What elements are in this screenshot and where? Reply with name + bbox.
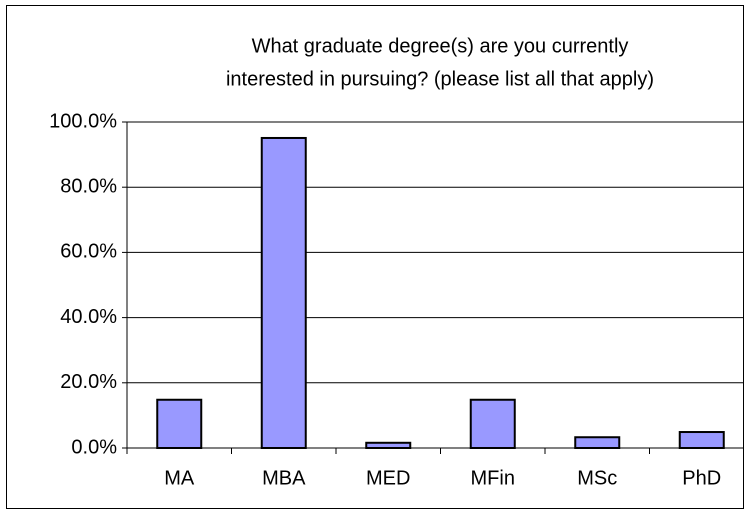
y-tick-label: 20.0%: [60, 371, 117, 393]
x-tick-label: MED: [366, 467, 410, 489]
chart-frame: [6, 5, 744, 509]
bar: [365, 441, 412, 449]
x-tick-label: MFin: [471, 467, 515, 489]
x-tick-label: MA: [164, 467, 195, 489]
y-tick-label: 60.0%: [60, 241, 117, 263]
bar: [574, 436, 621, 450]
bar: [678, 431, 725, 450]
x-tick-label: MBA: [262, 467, 306, 489]
y-tick-label: 100.0%: [49, 110, 117, 132]
bar: [469, 398, 516, 450]
x-tick-label: MSc: [577, 467, 617, 489]
y-tick-label: 80.0%: [60, 175, 117, 197]
y-tick-label: 0.0%: [71, 436, 117, 458]
bar: [260, 136, 307, 449]
bar: [156, 398, 203, 450]
y-tick-label: 40.0%: [60, 306, 117, 328]
chart-title: interested in pursuing? (please list all…: [226, 68, 654, 90]
x-tick-label: PhD: [682, 467, 721, 489]
chart-title: What graduate degree(s) are you currentl…: [252, 35, 629, 57]
